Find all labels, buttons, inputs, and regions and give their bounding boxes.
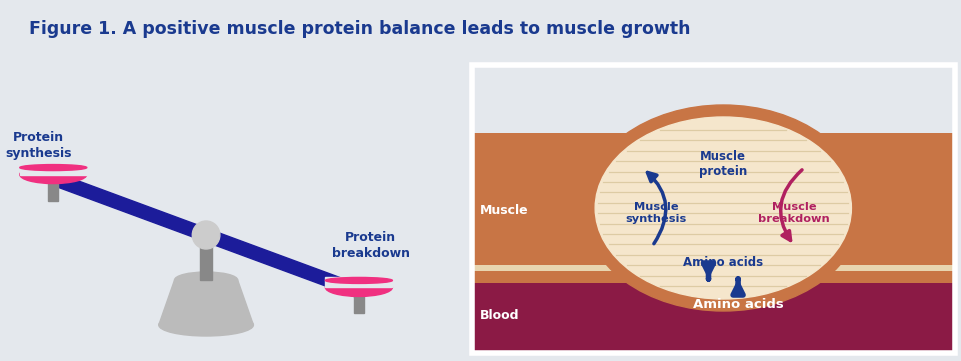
Circle shape (192, 221, 220, 249)
Bar (472, 133, 955, 283)
Text: Blood: Blood (480, 309, 520, 322)
Ellipse shape (326, 278, 392, 283)
Ellipse shape (159, 314, 254, 336)
Ellipse shape (595, 117, 851, 299)
Text: Muscle
protein: Muscle protein (700, 150, 748, 178)
Ellipse shape (326, 278, 392, 296)
Polygon shape (51, 173, 361, 297)
Text: Muscle: Muscle (480, 204, 528, 217)
Bar (472, 270, 955, 353)
Text: Amino acids: Amino acids (683, 257, 763, 270)
Ellipse shape (175, 272, 237, 288)
Bar (472, 65, 955, 133)
Text: Amino acids: Amino acids (693, 298, 783, 311)
Bar (326, 278, 392, 287)
Text: Muscle
breakdown: Muscle breakdown (758, 202, 830, 224)
Bar (472, 265, 955, 271)
Polygon shape (159, 280, 254, 325)
Bar (472, 65, 955, 353)
Bar (20, 165, 86, 175)
Ellipse shape (20, 166, 86, 183)
Ellipse shape (20, 165, 86, 170)
Text: Figure 1. A positive muscle protein balance leads to muscle growth: Figure 1. A positive muscle protein bala… (29, 20, 690, 38)
Text: Muscle
synthesis: Muscle synthesis (626, 202, 687, 224)
Bar (200, 245, 212, 280)
Bar (354, 291, 364, 313)
Ellipse shape (583, 105, 863, 311)
Text: Protein
synthesis: Protein synthesis (5, 131, 72, 160)
Bar (48, 179, 59, 201)
Text: Protein
breakdown: Protein breakdown (332, 231, 409, 260)
